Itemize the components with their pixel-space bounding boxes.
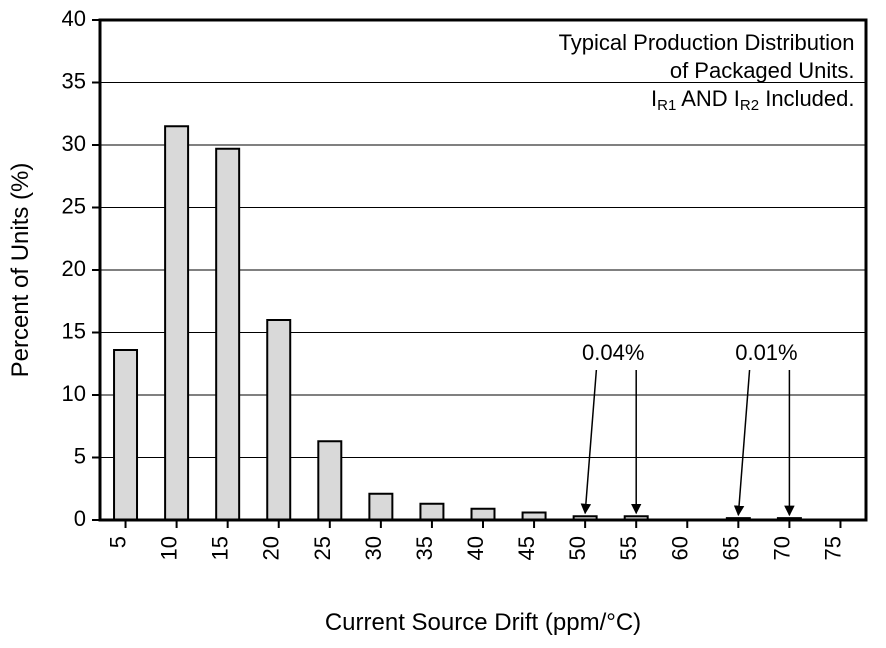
bar — [114, 350, 137, 520]
y-tick-label: 0 — [74, 506, 86, 531]
x-tick-label: 65 — [718, 536, 743, 560]
x-axis-label: Current Source Drift (ppm/°C) — [325, 609, 641, 636]
bar — [472, 509, 495, 520]
bar — [165, 126, 188, 520]
y-tick-label: 25 — [62, 193, 86, 218]
chart-svg: 0 5 10 15 20 25 30 35 40 5 10 15 20 25 30 35 40 45 50 55 60 6… — [0, 0, 886, 648]
note-line: of Packaged Units. — [670, 58, 855, 83]
y-tick-label: 35 — [62, 68, 86, 93]
bar — [420, 504, 443, 520]
x-tick-label: 15 — [208, 536, 233, 560]
x-tick-label: 40 — [463, 536, 488, 560]
x-tick-label: 60 — [667, 536, 692, 560]
x-tick-label: 55 — [616, 536, 641, 560]
y-axis-label: Percent of Units (%) — [7, 163, 34, 378]
x-tick-label: 10 — [157, 536, 182, 560]
x-tick-label: 30 — [361, 536, 386, 560]
y-tick-label: 40 — [62, 6, 86, 31]
x-tick-label: 5 — [106, 536, 131, 548]
bar — [216, 149, 239, 520]
bar — [369, 494, 392, 520]
callout-label: 0.01% — [735, 340, 797, 365]
x-tick-label: 75 — [820, 536, 845, 560]
bar — [267, 320, 290, 520]
histogram-chart: 0 5 10 15 20 25 30 35 40 5 10 15 20 25 30 35 40 45 50 55 60 6… — [0, 0, 886, 648]
x-tick-label: 35 — [412, 536, 437, 560]
x-tick-label: 50 — [565, 536, 590, 560]
x-tick-label: 70 — [769, 536, 794, 560]
x-tick-label: 20 — [259, 536, 284, 560]
callout-label: 0.04% — [582, 340, 644, 365]
y-tick-label: 30 — [62, 131, 86, 156]
y-tick-label: 10 — [62, 381, 86, 406]
x-tick-label: 45 — [514, 536, 539, 560]
y-tick-label: 20 — [62, 256, 86, 281]
bar — [318, 441, 341, 520]
note-line: Typical Production Distribution — [559, 30, 855, 55]
y-tick-label: 5 — [74, 443, 86, 468]
x-tick-label: 25 — [310, 536, 335, 560]
y-tick-label: 15 — [62, 318, 86, 343]
